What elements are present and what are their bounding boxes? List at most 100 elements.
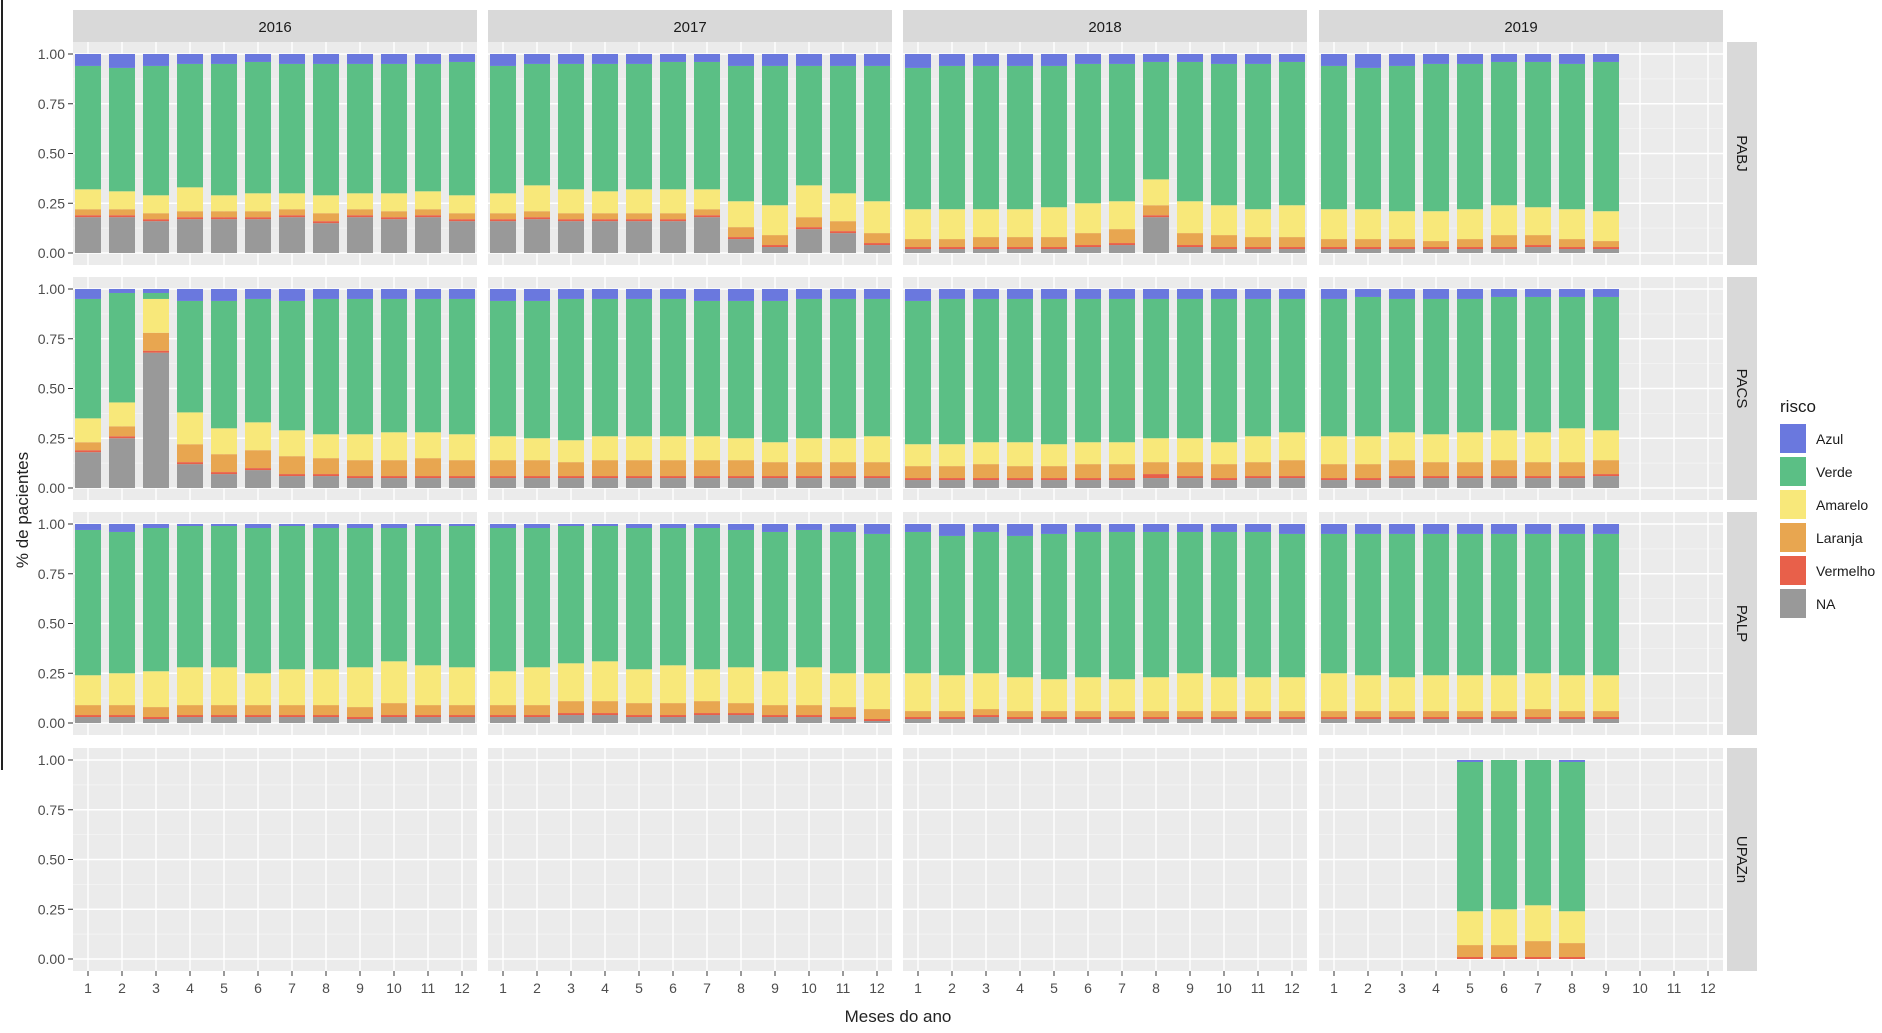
bar-segment-PALP-2016-m4-Vermelho xyxy=(177,715,203,718)
bar-segment-PACS-2018-m2-Verde xyxy=(939,298,965,445)
y-tick-label: 0.00 xyxy=(38,715,65,731)
bar-segment-PABJ-2017-m7-Azul xyxy=(694,54,720,62)
bar-segment-PALP-2019-m7-Verde xyxy=(1525,533,1551,674)
bar-segment-PACS-2016-m11-Verde xyxy=(415,298,441,433)
bar-segment-PACS-2018-m4-Verde xyxy=(1007,298,1033,443)
bar-segment-PABJ-2019-m4-Azul xyxy=(1423,54,1449,64)
bar-segment-PACS-2016-m11-Vermelho xyxy=(415,476,441,479)
bar-segment-UPAZn-2019-m7-Verde xyxy=(1525,760,1551,906)
bar-segment-PABJ-2018-m1-Azul xyxy=(905,54,931,68)
bar-segment-PABJ-2016-m11-Verde xyxy=(415,63,441,192)
bar-segment-PABJ-2019-m9-Vermelho xyxy=(1593,247,1619,250)
bar-segment-PACS-2017-m10-Verde xyxy=(796,298,822,439)
bar-segment-PALP-2019-m7-Azul xyxy=(1525,524,1551,534)
bar-segment-PALP-2017-m7-Vermelho xyxy=(694,713,720,716)
bar-segment-PABJ-2016-m2-Amarelo xyxy=(109,191,135,210)
bar-segment-PACS-2017-m11-Azul xyxy=(830,289,856,299)
bar-segment-PABJ-2017-m5-Verde xyxy=(626,63,652,190)
bar-segment-PACS-2019-m7-Laranja xyxy=(1525,462,1551,477)
bar-segment-PACS-2018-m3-Vermelho xyxy=(973,478,999,481)
bar-segment-PACS-2016-m2-Amarelo xyxy=(109,402,135,427)
bar-segment-PABJ-2017-m7-Laranja xyxy=(694,209,720,216)
bar-segment-PABJ-2016-m9-Laranja xyxy=(347,209,373,216)
bar-segment-PACS-2016-m4-Verde xyxy=(177,300,203,413)
bar-segment-PALP-2017-m7-Amarelo xyxy=(694,669,720,702)
bar-segment-PACS-2017-m11-Vermelho xyxy=(830,476,856,479)
bar-segment-PABJ-2016-m5-Verde xyxy=(211,63,237,196)
bar-segment-PACS-2017-m1-NA xyxy=(490,478,516,488)
bar-segment-PABJ-2016-m3-Vermelho xyxy=(143,219,169,222)
facet-strip-col xyxy=(1319,10,1723,42)
bar-segment-PACS-2018-m4-Laranja xyxy=(1007,466,1033,479)
bar-segment-PACS-2018-m6-Laranja xyxy=(1075,464,1101,479)
bar-segment-PACS-2019-m6-Amarelo xyxy=(1491,430,1517,461)
bar-segment-PABJ-2018-m2-Laranja xyxy=(939,239,965,248)
bar-segment-PABJ-2016-m2-Laranja xyxy=(109,209,135,216)
y-tick-label: 0.25 xyxy=(38,430,65,446)
bar-segment-PACS-2018-m1-NA xyxy=(905,480,931,488)
bar-segment-PABJ-2016-m6-Azul xyxy=(245,54,271,62)
panel-PALP-2016 xyxy=(73,512,477,735)
bar-segment-PACS-2018-m5-Laranja xyxy=(1041,466,1067,479)
bar-segment-PABJ-2016-m8-Azul xyxy=(313,54,339,64)
bar-segment-PACS-2019-m3-Azul xyxy=(1389,289,1415,299)
bar-segment-PABJ-2017-m11-NA xyxy=(830,233,856,253)
bar-segment-PABJ-2018-m9-Vermelho xyxy=(1177,245,1203,248)
bar-segment-PABJ-2018-m11-NA xyxy=(1245,249,1271,253)
bar-segment-PALP-2017-m8-Azul xyxy=(728,524,754,530)
bar-segment-PABJ-2016-m10-Amarelo xyxy=(381,193,407,212)
bar-segment-PACS-2018-m7-NA xyxy=(1109,480,1135,488)
y-tick-label: 1.00 xyxy=(38,46,65,62)
x-tick-label: 11 xyxy=(1667,980,1682,996)
bar-segment-PABJ-2017-m8-Verde xyxy=(728,65,754,202)
bar-segment-PALP-2017-m9-Vermelho xyxy=(762,715,788,718)
bar-segment-PABJ-2016-m9-Amarelo xyxy=(347,193,373,210)
bar-segment-PABJ-2018-m2-NA xyxy=(939,249,965,253)
bar-segment-PABJ-2018-m5-Vermelho xyxy=(1041,247,1067,250)
bar-segment-PACS-2017-m1-Azul xyxy=(490,289,516,301)
bar-segment-PACS-2019-m8-Verde xyxy=(1559,296,1585,429)
bar-segment-PACS-2018-m5-NA xyxy=(1041,480,1067,488)
bar-segment-PABJ-2017-m11-Laranja xyxy=(830,221,856,232)
bar-segment-PACS-2018-m2-Azul xyxy=(939,289,965,299)
x-tick-label: 7 xyxy=(288,980,296,996)
facet-label-2018: 2018 xyxy=(1088,19,1121,36)
bar-segment-PALP-2017-m10-Vermelho xyxy=(796,715,822,718)
bar-segment-PABJ-2018-m12-NA xyxy=(1279,249,1305,253)
bar-segment-PABJ-2017-m3-NA xyxy=(558,221,584,253)
panel-PACS-2017 xyxy=(488,277,892,500)
bar-segment-PACS-2019-m3-Vermelho xyxy=(1389,476,1415,479)
bar-segment-UPAZn-2019-m8-Vermelho xyxy=(1559,957,1585,959)
bar-segment-PABJ-2017-m1-Laranja xyxy=(490,213,516,220)
bar-segment-PALP-2017-m5-Verde xyxy=(626,527,652,670)
bar-segment-PALP-2018-m3-Verde xyxy=(973,531,999,674)
bar-segment-PACS-2019-m6-Azul xyxy=(1491,289,1517,297)
bar-segment-PALP-2018-m10-NA xyxy=(1211,719,1237,723)
bar-segment-PABJ-2019-m9-Azul xyxy=(1593,54,1619,62)
panel-PABJ-2016 xyxy=(73,42,477,265)
facet-label-2019: 2019 xyxy=(1504,19,1537,36)
bar-segment-PACS-2016-m1-Verde xyxy=(75,298,101,419)
bar-segment-PALP-2018-m9-Amarelo xyxy=(1177,673,1203,712)
bar-segment-PALP-2016-m4-Laranja xyxy=(177,705,203,716)
bar-segment-PABJ-2018-m6-Laranja xyxy=(1075,233,1101,246)
bar-segment-PABJ-2018-m2-Azul xyxy=(939,54,965,66)
bar-segment-PABJ-2018-m7-Vermelho xyxy=(1109,243,1135,246)
bar-segment-PABJ-2018-m7-Amarelo xyxy=(1109,201,1135,230)
bar-segment-PABJ-2019-m6-Verde xyxy=(1491,61,1517,206)
bar-segment-PALP-2019-m1-Verde xyxy=(1321,533,1347,674)
bar-segment-PALP-2019-m6-Laranja xyxy=(1491,711,1517,718)
bar-segment-PABJ-2017-m4-Amarelo xyxy=(592,191,618,214)
bar-segment-PALP-2018-m4-Amarelo xyxy=(1007,677,1033,712)
bar-segment-PALP-2018-m12-Azul xyxy=(1279,524,1305,534)
bar-segment-PACS-2016-m6-Amarelo xyxy=(245,422,271,451)
panel-PACS-2019 xyxy=(1319,277,1723,500)
bar-segment-PABJ-2016-m10-Verde xyxy=(381,63,407,194)
bar-segment-PABJ-2017-m10-Azul xyxy=(796,54,822,66)
bar-segment-PABJ-2018-m1-Amarelo xyxy=(905,209,931,240)
x-tick-label: 4 xyxy=(1016,980,1024,996)
bar-segment-PACS-2017-m10-Amarelo xyxy=(796,438,822,463)
bar-segment-PACS-2017-m4-Azul xyxy=(592,289,618,299)
bar-segment-PABJ-2017-m10-Amarelo xyxy=(796,185,822,218)
bar-segment-PALP-2017-m2-NA xyxy=(524,717,550,723)
